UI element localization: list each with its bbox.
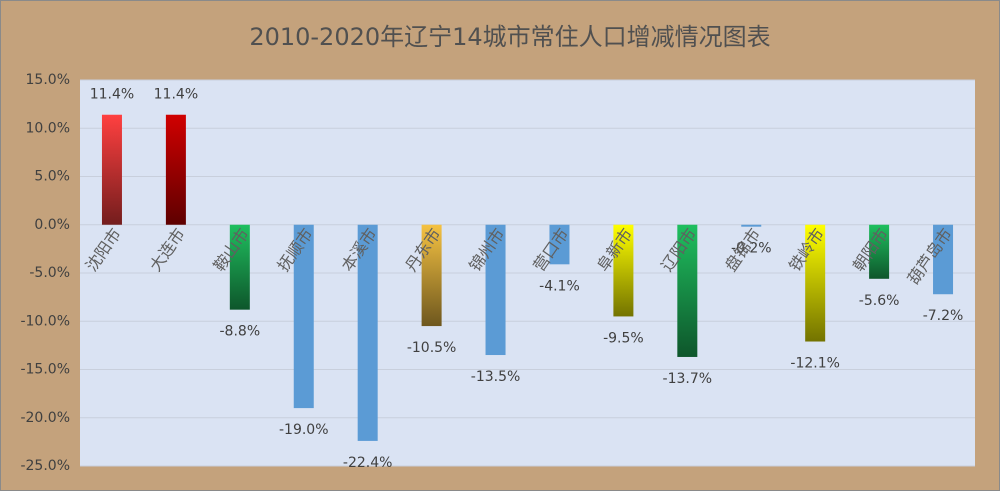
data-label: -9.5% xyxy=(603,330,644,346)
bar xyxy=(357,224,378,441)
data-label: -10.5% xyxy=(407,340,457,356)
bar xyxy=(165,114,186,225)
bar xyxy=(805,224,826,342)
data-label: -13.5% xyxy=(471,369,521,385)
data-label: -4.1% xyxy=(539,278,580,294)
data-label: -19.0% xyxy=(279,422,329,438)
data-label: 11.4% xyxy=(90,87,134,103)
bar xyxy=(485,224,506,356)
data-label: 11.4% xyxy=(154,87,198,103)
bar xyxy=(101,114,122,225)
data-label: -13.7% xyxy=(663,371,713,387)
data-label: -5.6% xyxy=(859,293,900,309)
chart-title: 2010-2020年辽宁14城市常住人口增减情况图表 xyxy=(249,23,770,51)
bar xyxy=(549,224,570,265)
y-tick-label: -20.0% xyxy=(20,410,70,426)
data-label: -12.1% xyxy=(790,356,840,372)
data-label: -0.2% xyxy=(731,241,772,257)
y-tick-label: 15.0% xyxy=(26,72,70,88)
y-tick-label: -5.0% xyxy=(29,265,70,281)
bar xyxy=(293,224,314,409)
data-label: -8.8% xyxy=(220,324,261,340)
data-label: -7.2% xyxy=(923,308,964,324)
bar xyxy=(869,224,890,279)
bar xyxy=(677,224,698,357)
bar xyxy=(421,224,442,327)
y-tick-label: -10.0% xyxy=(20,313,70,329)
y-tick-label: 5.0% xyxy=(34,169,70,185)
bar xyxy=(229,224,250,310)
y-tick-label: 0.0% xyxy=(34,217,70,233)
bar xyxy=(741,224,762,227)
y-tick-label: -15.0% xyxy=(20,362,70,378)
y-tick-label: -25.0% xyxy=(20,458,70,474)
bar xyxy=(613,224,634,317)
data-label: -22.4% xyxy=(343,455,393,471)
bar xyxy=(933,224,954,295)
y-tick-label: 10.0% xyxy=(26,120,70,136)
